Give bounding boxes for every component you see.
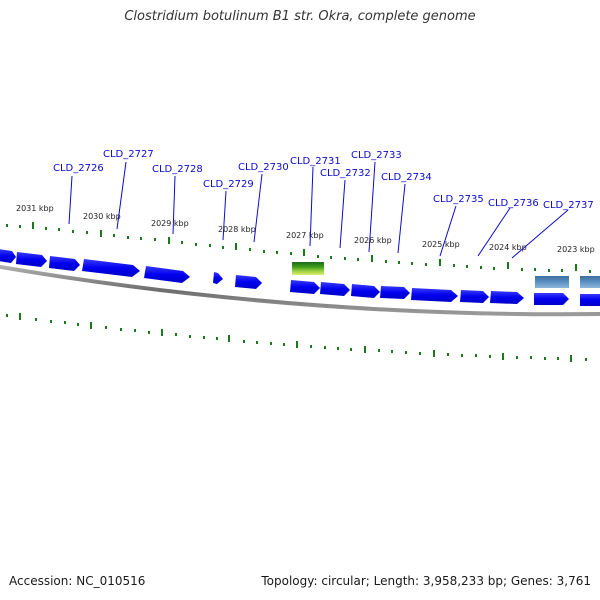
gene-arrow[interactable] [235, 275, 262, 289]
gene-arrow[interactable] [144, 266, 190, 283]
tick-label: 2029 kbp [151, 219, 189, 228]
gene-label-cld-2736[interactable]: CLD_2736 [488, 198, 539, 209]
gene-arrow[interactable] [411, 288, 458, 302]
gene-highlighted[interactable] [292, 262, 324, 275]
gene-label-cld-2728[interactable]: CLD_2728 [152, 164, 203, 175]
gene-other[interactable] [580, 276, 600, 288]
gene-labels: CLD_2726 CLD_2727 CLD_2728 CLD_2729 CLD_… [53, 149, 594, 211]
tick-label: 2031 kbp [16, 204, 54, 213]
tick-label: 2025 kbp [422, 240, 460, 249]
gene-label-cld-2729[interactable]: CLD_2729 [203, 179, 254, 190]
gene-label-cld-2733[interactable]: CLD_2733 [351, 150, 402, 161]
tick-label: 2023 kbp [557, 245, 595, 254]
gene-arrow[interactable] [320, 282, 350, 296]
outer-ruler [6, 222, 591, 273]
tick-label: 2028 kbp [218, 225, 256, 234]
gene-label-cld-2734[interactable]: CLD_2734 [381, 172, 432, 183]
gene-arrow[interactable] [0, 249, 16, 263]
gene-arrow[interactable] [16, 252, 47, 267]
gene-arrow[interactable] [490, 291, 524, 304]
gene-label-cld-2735[interactable]: CLD_2735 [433, 194, 484, 205]
gene-arrow[interactable] [213, 272, 223, 284]
accession-label: Accession: NC_010516 [9, 574, 146, 588]
inner-ruler [6, 313, 587, 362]
gene-arrow[interactable] [351, 284, 380, 298]
gene-label-cld-2732[interactable]: CLD_2732 [320, 168, 371, 179]
tick-label: 2030 kbp [83, 212, 121, 221]
tick-label: 2027 kbp [286, 231, 324, 240]
gene-arrow[interactable] [82, 259, 140, 277]
genome-backbone [0, 264, 600, 317]
gene-label-cld-2731[interactable]: CLD_2731 [290, 156, 341, 167]
tick-labels: 2031 kbp 2030 kbp 2029 kbp 2028 kbp 2027… [16, 204, 595, 254]
gene-label-cld-2737[interactable]: CLD_2737 [543, 200, 594, 211]
gene-arrow[interactable] [580, 294, 600, 306]
gene-track [0, 249, 600, 306]
tick-label: 2026 kbp [354, 236, 392, 245]
gene-arrow[interactable] [380, 286, 410, 299]
gene-other[interactable] [535, 276, 569, 288]
gene-arrow[interactable] [460, 290, 489, 303]
genome-summary: Topology: circular; Length: 3,958,233 bp… [261, 574, 591, 588]
label-leaders [68, 161, 569, 259]
gene-arrow[interactable] [49, 256, 80, 271]
map-title: Clostridium botulinum B1 str. Okra, comp… [124, 9, 476, 24]
gene-label-cld-2726[interactable]: CLD_2726 [53, 163, 104, 174]
tick-label: 2024 kbp [489, 243, 527, 252]
gene-arrow[interactable] [290, 280, 320, 294]
gene-arrow[interactable] [534, 293, 569, 305]
gene-label-cld-2727[interactable]: CLD_2727 [103, 149, 154, 160]
gene-label-cld-2730[interactable]: CLD_2730 [238, 162, 289, 173]
